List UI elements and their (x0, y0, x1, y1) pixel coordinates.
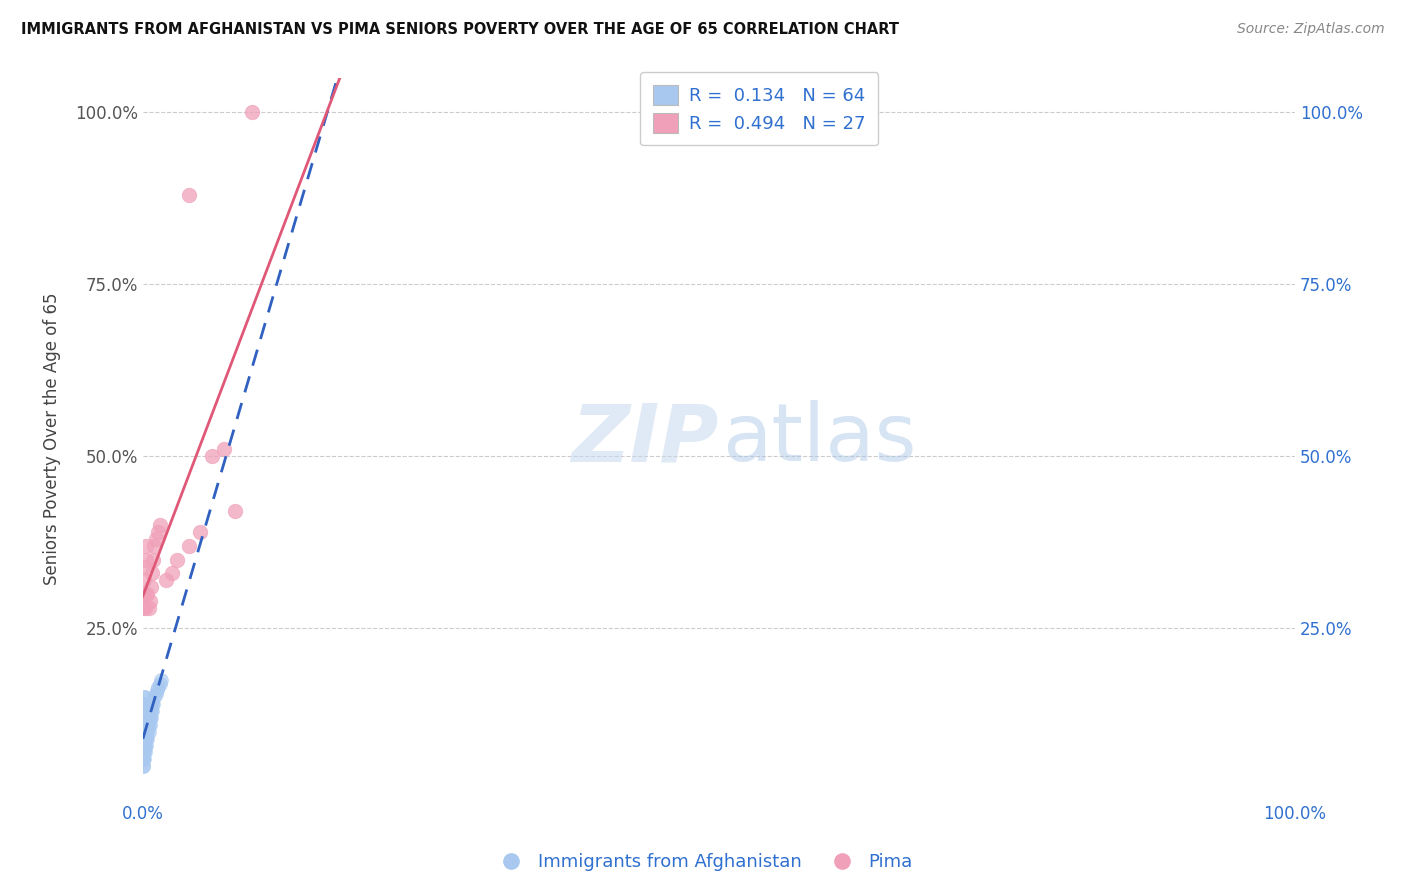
Point (142, 697, 165, 711)
Point (201, 450, 224, 464)
Point (134, 746, 156, 760)
Point (145, 687, 167, 701)
Point (149, 518, 172, 533)
Point (138, 724, 160, 739)
Point (145, 532, 167, 546)
Point (177, 187, 200, 202)
Point (142, 552, 165, 566)
Legend: Immigrants from Afghanistan, Pima: Immigrants from Afghanistan, Pima (486, 847, 920, 879)
Point (240, 105, 263, 120)
Point (132, 752, 155, 766)
Point (139, 580, 162, 594)
Point (145, 683, 167, 698)
Point (132, 690, 155, 705)
Point (132, 559, 155, 574)
Point (134, 739, 156, 753)
Point (135, 724, 157, 739)
Point (146, 525, 169, 540)
Point (132, 746, 155, 760)
Legend: R =  0.134   N = 64, R =  0.494   N = 27: R = 0.134 N = 64, R = 0.494 N = 27 (640, 72, 879, 145)
Point (132, 739, 155, 753)
Point (132, 724, 155, 739)
Point (132, 759, 155, 773)
Point (139, 711, 162, 725)
Point (138, 711, 160, 725)
Point (141, 697, 163, 711)
Point (155, 574, 177, 588)
Point (136, 718, 159, 732)
Point (134, 690, 156, 705)
Point (139, 704, 162, 718)
Text: IMMIGRANTS FROM AFGHANISTAN VS PIMA SENIORS POVERTY OVER THE AGE OF 65 CORRELATI: IMMIGRANTS FROM AFGHANISTAN VS PIMA SENI… (21, 22, 898, 37)
Point (134, 704, 156, 718)
Y-axis label: Seniors Poverty Over the Age of 65: Seniors Poverty Over the Age of 65 (44, 293, 60, 585)
Point (136, 587, 159, 601)
Point (134, 697, 156, 711)
Point (134, 600, 156, 615)
Point (135, 697, 157, 711)
Point (132, 697, 155, 711)
Point (135, 711, 157, 725)
Point (132, 718, 155, 732)
Point (138, 600, 160, 615)
Point (132, 731, 155, 746)
Point (134, 724, 156, 739)
Point (132, 752, 155, 766)
Point (177, 539, 200, 553)
Point (212, 442, 235, 457)
Point (132, 746, 155, 760)
Point (132, 739, 155, 753)
Point (138, 718, 160, 732)
Point (139, 718, 162, 732)
Point (134, 718, 156, 732)
Point (135, 731, 157, 746)
Point (166, 552, 188, 566)
Point (224, 504, 246, 518)
Point (132, 739, 155, 753)
Point (132, 752, 155, 766)
Text: ZIP: ZIP (572, 401, 718, 478)
Point (132, 724, 155, 739)
Point (149, 676, 172, 690)
Point (136, 724, 159, 739)
Point (135, 718, 157, 732)
Point (136, 711, 159, 725)
Text: Source: ZipAtlas.com: Source: ZipAtlas.com (1237, 22, 1385, 37)
Point (160, 566, 183, 581)
Point (135, 704, 157, 718)
Point (141, 566, 163, 581)
Point (132, 759, 155, 773)
Point (138, 704, 160, 718)
Point (139, 711, 162, 725)
Point (139, 697, 162, 711)
Point (134, 731, 156, 746)
Point (135, 739, 157, 753)
Point (190, 525, 212, 540)
Point (132, 600, 155, 615)
Point (132, 574, 155, 588)
Point (139, 704, 162, 718)
Point (139, 594, 162, 608)
Point (134, 587, 156, 601)
Point (134, 711, 156, 725)
Point (143, 690, 166, 705)
Point (132, 587, 155, 601)
Point (135, 552, 157, 566)
Point (132, 731, 155, 746)
Point (132, 718, 155, 732)
Point (132, 711, 155, 725)
Point (132, 746, 155, 760)
Point (132, 704, 155, 718)
Point (135, 539, 157, 553)
Text: atlas: atlas (723, 401, 917, 478)
Point (132, 718, 155, 732)
Point (136, 731, 159, 746)
Point (141, 704, 163, 718)
Point (132, 711, 155, 725)
Point (132, 724, 155, 739)
Point (132, 731, 155, 746)
Point (143, 539, 166, 553)
Point (146, 680, 169, 694)
Point (150, 673, 173, 687)
